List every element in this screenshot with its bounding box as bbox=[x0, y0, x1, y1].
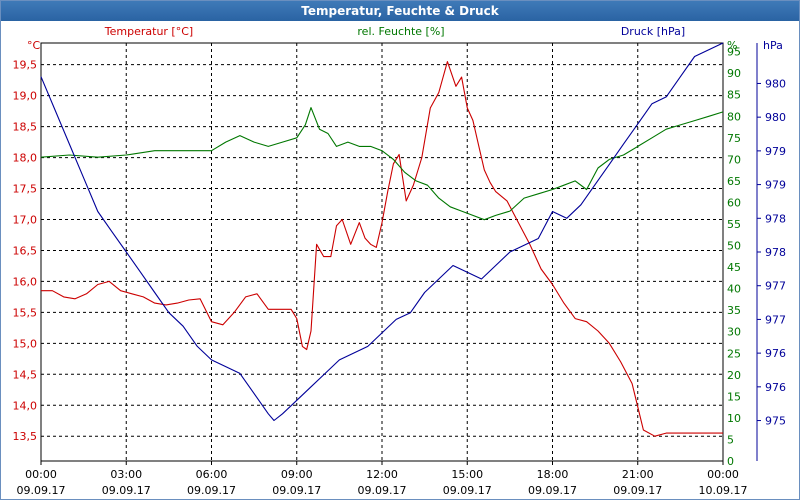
pressure-tick-label: 980 bbox=[765, 111, 786, 124]
humidity-tick-label: 85 bbox=[727, 89, 741, 102]
x-tick-date: 10.09.17 bbox=[699, 484, 748, 497]
pressure-tick-label: 977 bbox=[765, 280, 786, 293]
humidity-tick-label: 10 bbox=[727, 412, 741, 425]
humidity-tick-label: 70 bbox=[727, 153, 741, 166]
temperature-tick-label: 17,0 bbox=[13, 213, 38, 226]
humidity-tick-label: 0 bbox=[727, 455, 734, 468]
x-tick-date: 09.09.17 bbox=[17, 484, 66, 497]
x-tick-date: 09.09.17 bbox=[613, 484, 662, 497]
legend-temperature: Temperatur [°C] bbox=[104, 25, 193, 38]
x-tick-date: 09.09.17 bbox=[358, 484, 407, 497]
temperature-axis-ticks: 13,5 14,0 14,5 15,0 15,5 16,0 16,5 17,0 17,5 18,0… bbox=[13, 59, 38, 444]
temperature-tick-label: 15,5 bbox=[13, 306, 38, 319]
legend-pressure: Druck [hPa] bbox=[621, 25, 685, 38]
pressure-axis-ticks: 975 976 976 977 977 978 978 979 979 980 980 bbox=[756, 43, 786, 461]
x-tick-date: 09.09.17 bbox=[528, 484, 577, 497]
temperature-tick-label: 19,5 bbox=[13, 59, 38, 72]
temperature-tick-label: 13,5 bbox=[13, 430, 38, 443]
temperature-tick-label: 16,0 bbox=[13, 275, 38, 288]
humidity-tick-label: 20 bbox=[727, 369, 741, 382]
x-tick-date: 09.09.17 bbox=[272, 484, 321, 497]
humidity-tick-label: 30 bbox=[727, 326, 741, 339]
pressure-unit-label: hPa bbox=[763, 39, 783, 52]
humidity-axis-ticks: 0 5 10 15 20 25 30 35 40 45 50 55 60 65 70 75 80 85 90 95 bbox=[727, 46, 741, 468]
x-tick-time: 00:00 bbox=[707, 468, 739, 481]
humidity-tick-label: 45 bbox=[727, 261, 741, 274]
series-line-humidity bbox=[40, 107, 724, 221]
x-tick-time: 21:00 bbox=[622, 468, 654, 481]
pressure-tick-label: 976 bbox=[765, 381, 786, 394]
x-axis-ticks: 00:00 09.09.17 03:00 09.09.17 06:00 09.09.17 0… bbox=[17, 461, 748, 497]
x-tick-time: 03:00 bbox=[110, 468, 142, 481]
temperature-tick-label: 17,5 bbox=[13, 183, 38, 196]
temperature-tick-label: 16,5 bbox=[13, 244, 38, 257]
humidity-tick-label: 55 bbox=[727, 218, 741, 231]
window-title: Temperatur, Feuchte & Druck bbox=[301, 4, 499, 18]
temperature-tick-label: 18,5 bbox=[13, 121, 38, 134]
humidity-tick-label: 15 bbox=[727, 390, 741, 403]
humidity-tick-label: 75 bbox=[727, 132, 741, 145]
humidity-tick-label: 35 bbox=[727, 304, 741, 317]
humidity-tick-label: 60 bbox=[727, 196, 741, 209]
humidity-tick-label: 40 bbox=[727, 283, 741, 296]
x-tick-time: 09:00 bbox=[281, 468, 313, 481]
title-bar: Temperatur, Feuchte & Druck bbox=[1, 1, 799, 21]
x-tick-date: 09.09.17 bbox=[443, 484, 492, 497]
humidity-tick-label: 80 bbox=[727, 110, 741, 123]
temperature-unit-label: °C bbox=[27, 39, 41, 52]
temperature-tick-label: 19,0 bbox=[13, 90, 38, 103]
chart-area: 13,5 14,0 14,5 15,0 15,5 16,0 16,5 17,0 17,5 18,0… bbox=[13, 25, 787, 497]
pressure-tick-label: 977 bbox=[765, 313, 786, 326]
x-tick-time: 00:00 bbox=[25, 468, 57, 481]
humidity-unit-label: % bbox=[727, 39, 737, 52]
series-line-pressure bbox=[40, 42, 724, 422]
pressure-tick-label: 980 bbox=[765, 77, 786, 90]
humidity-tick-label: 90 bbox=[727, 67, 741, 80]
humidity-tick-label: 5 bbox=[727, 433, 734, 446]
temperature-tick-label: 18,0 bbox=[13, 152, 38, 165]
x-tick-time: 12:00 bbox=[366, 468, 398, 481]
series-line-temperature bbox=[41, 61, 723, 437]
x-tick-time: 18:00 bbox=[537, 468, 569, 481]
x-tick-time: 06:00 bbox=[196, 468, 228, 481]
temperature-tick-label: 14,5 bbox=[13, 368, 38, 381]
x-tick-date: 09.09.17 bbox=[187, 484, 236, 497]
x-tick-time: 15:00 bbox=[451, 468, 483, 481]
humidity-tick-label: 50 bbox=[727, 240, 741, 253]
humidity-tick-label: 95 bbox=[727, 46, 741, 59]
pressure-tick-label: 978 bbox=[765, 246, 786, 259]
x-tick-date: 09.09.17 bbox=[102, 484, 151, 497]
legend-humidity: rel. Feuchte [%] bbox=[357, 25, 444, 38]
pressure-tick-label: 979 bbox=[765, 145, 786, 158]
humidity-tick-label: 25 bbox=[727, 347, 741, 360]
grid bbox=[41, 43, 723, 461]
pressure-tick-label: 975 bbox=[765, 415, 786, 428]
humidity-tick-label: 65 bbox=[727, 175, 741, 188]
series-layer bbox=[40, 42, 724, 437]
temperature-tick-label: 15,0 bbox=[13, 337, 38, 350]
pressure-tick-label: 979 bbox=[765, 179, 786, 192]
pressure-tick-label: 978 bbox=[765, 212, 786, 225]
temperature-tick-label: 14,0 bbox=[13, 399, 38, 412]
pressure-tick-label: 976 bbox=[765, 347, 786, 360]
